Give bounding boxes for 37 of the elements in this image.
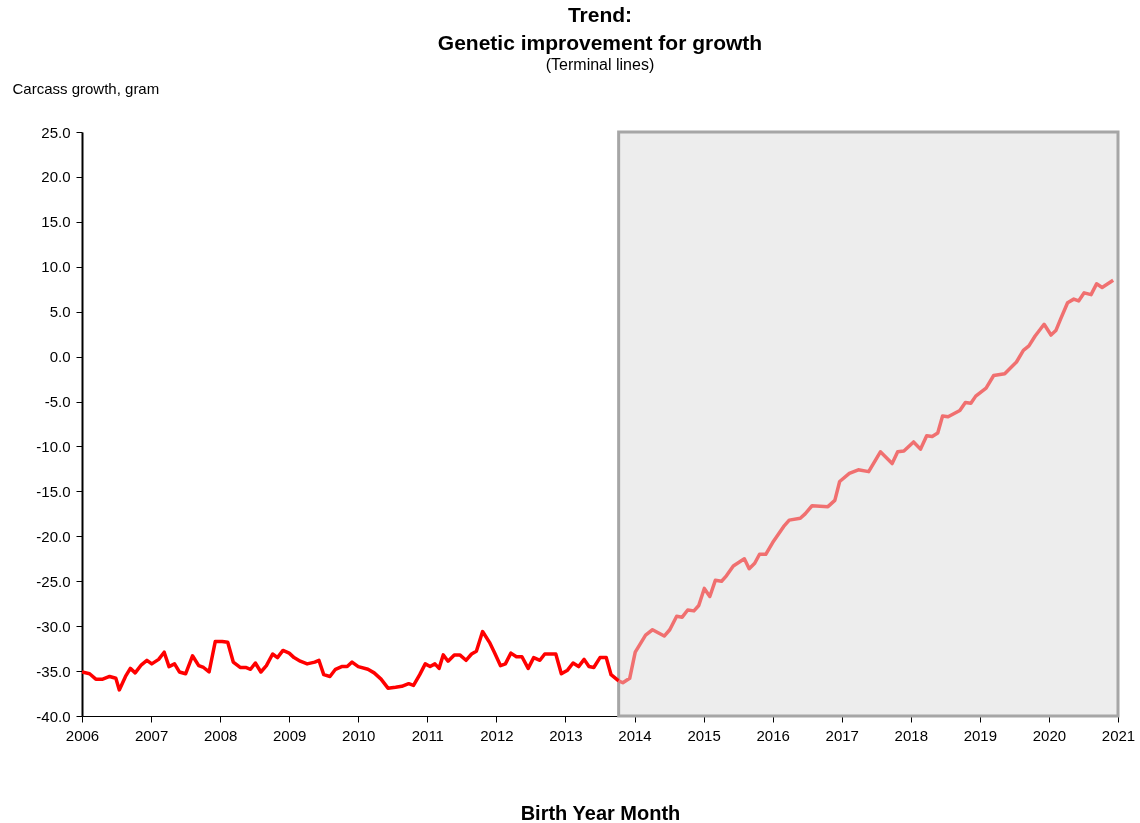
y-tick-label: 10.0 [41,258,71,276]
y-axis-title: Carcass growth, gram [12,79,160,97]
y-tick-label: 20.0 [41,168,71,186]
y-tick-label: 0.0 [49,348,71,366]
x-tick-label: 2021 [1101,726,1136,744]
y-tick-label: -30.0 [36,617,71,635]
x-tick-label: 2011 [411,726,444,744]
x-tick-label: 2018 [894,726,928,744]
x-tick-label: 2010 [342,726,376,744]
line-series [82,629,621,692]
x-tick-label: 2019 [963,726,998,744]
text: Genetic improvement for growth [437,31,763,54]
text: Trend: [567,3,633,26]
x-tick-label: 2009 [273,726,307,744]
chart-subtitle: (Terminal lines) [545,56,655,73]
y-tick-label: -10.0 [36,437,71,455]
x-tick-label: 2016 [756,726,790,744]
y-tick-label: -25.0 [36,572,71,590]
y-tick-label: 15.0 [41,213,71,231]
x-tick-label: 2008 [203,726,238,744]
y-tick-label: -15.0 [36,482,71,500]
x-tick-label: 2020 [1032,726,1067,744]
y-tick-label: -20.0 [36,527,71,545]
x-tick-label: 2017 [825,726,859,744]
y-tick-label: -40.0 [36,707,71,725]
y-tick-label: -5.0 [44,393,71,411]
x-tick-label: 2013 [549,726,583,744]
y-tick-label: 5.0 [49,303,71,321]
y-tick-label: 25.0 [41,123,71,141]
line-series [616,278,1115,685]
x-tick-label: 2007 [134,726,169,744]
x-tick-label: 2014 [618,726,652,744]
x-axis-title: Birth Year Month [520,801,681,823]
x-tick-label: 2015 [687,726,721,744]
x-tick-label: 2012 [480,726,514,744]
y-tick-label: -35.0 [36,662,71,680]
x-tick-label: 2006 [65,726,100,744]
